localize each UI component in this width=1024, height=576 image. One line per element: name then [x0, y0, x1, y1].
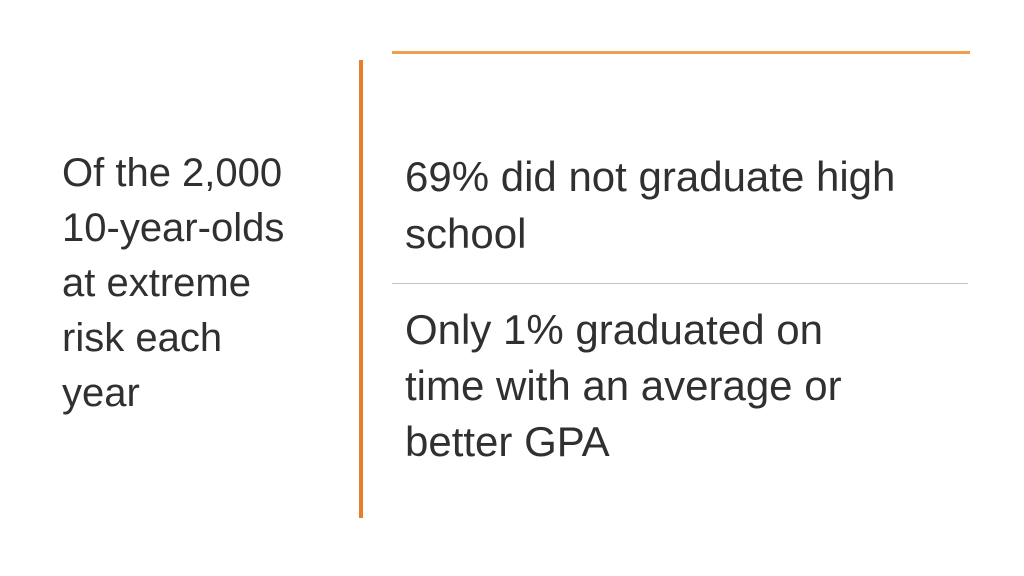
stat-dropout-text: 69% did not graduate high school — [405, 153, 896, 257]
horizontal-divider — [392, 283, 968, 284]
top-accent-rule — [392, 51, 970, 54]
left-statement-text: Of the 2,000 10-year-olds at extreme ris… — [62, 151, 285, 415]
stat-gpa-text: Only 1% graduated on time with an averag… — [405, 306, 842, 465]
vertical-accent-divider — [359, 60, 363, 518]
